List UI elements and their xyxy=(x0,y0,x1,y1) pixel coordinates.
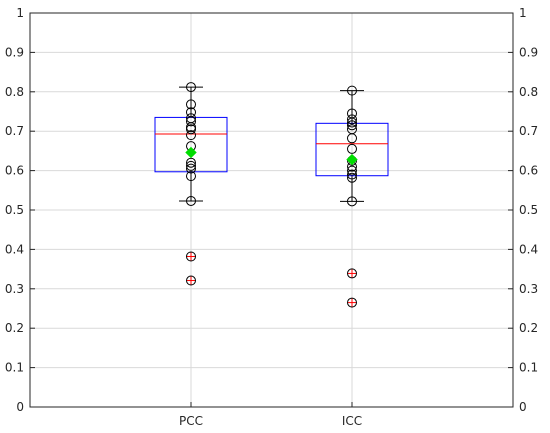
data-point xyxy=(186,275,196,286)
y-tick-label-left: 0.4 xyxy=(5,242,24,256)
axis-ticks: 0 0 0.1 0.1 0.2 0.2 0.3 0.3 0.4 0.4 0.5 0.5 0.6 0.6 0.… xyxy=(5,6,538,428)
data-point xyxy=(347,133,357,144)
y-tick-label-left: 0.6 xyxy=(5,164,24,178)
data-point xyxy=(347,143,357,154)
data-point xyxy=(186,160,196,171)
y-tick-label-right: 0.6 xyxy=(519,164,538,178)
data-point xyxy=(186,82,196,93)
y-tick-label-left: 0.1 xyxy=(5,361,24,375)
data-point xyxy=(186,163,196,174)
data-point xyxy=(347,297,357,308)
data-point xyxy=(347,196,357,207)
data-point xyxy=(347,120,357,131)
boxes-layer xyxy=(154,82,389,308)
data-point xyxy=(186,116,196,127)
data-point xyxy=(347,268,357,279)
y-tick-label-right: 1 xyxy=(519,6,527,20)
data-point xyxy=(347,117,357,128)
data-point xyxy=(186,99,196,110)
y-tick-label-left: 0 xyxy=(16,400,24,414)
y-tick-label-left: 0.7 xyxy=(5,124,24,138)
y-tick-label-left: 0.3 xyxy=(5,282,24,296)
data-point xyxy=(186,157,196,168)
data-point xyxy=(186,251,196,262)
data-point xyxy=(186,124,196,135)
data-point xyxy=(186,130,196,141)
x-tick-label: PCC xyxy=(179,414,203,428)
y-tick-label-right: 0.1 xyxy=(519,361,538,375)
data-point xyxy=(186,195,196,206)
box-group-icc xyxy=(315,85,389,308)
y-tick-label-right: 0.7 xyxy=(519,124,538,138)
y-tick-label-right: 0.2 xyxy=(519,321,538,335)
y-tick-label-left: 0.9 xyxy=(5,45,24,59)
box-group-pcc xyxy=(154,82,228,286)
box-iqr xyxy=(315,122,389,177)
x-tick-label: ICC xyxy=(342,414,362,428)
data-point xyxy=(347,169,357,180)
y-tick-label-left: 0.5 xyxy=(5,203,24,217)
mean-marker xyxy=(185,146,197,159)
y-tick-label-right: 0.5 xyxy=(519,203,538,217)
y-tick-label-left: 0.2 xyxy=(5,321,24,335)
data-point xyxy=(186,171,196,182)
y-tick-label-right: 0 xyxy=(519,400,527,414)
y-tick-label-left: 0.8 xyxy=(5,85,24,99)
y-tick-label-right: 0.9 xyxy=(519,45,538,59)
data-point xyxy=(347,165,357,176)
y-tick-label-right: 0.8 xyxy=(519,85,538,99)
data-point xyxy=(347,85,357,96)
y-tick-label-left: 1 xyxy=(16,6,24,20)
data-point xyxy=(347,114,357,125)
y-tick-label-right: 0.3 xyxy=(519,282,538,296)
y-tick-label-right: 0.4 xyxy=(519,242,538,256)
data-point xyxy=(347,172,357,183)
mean-marker xyxy=(346,153,358,166)
